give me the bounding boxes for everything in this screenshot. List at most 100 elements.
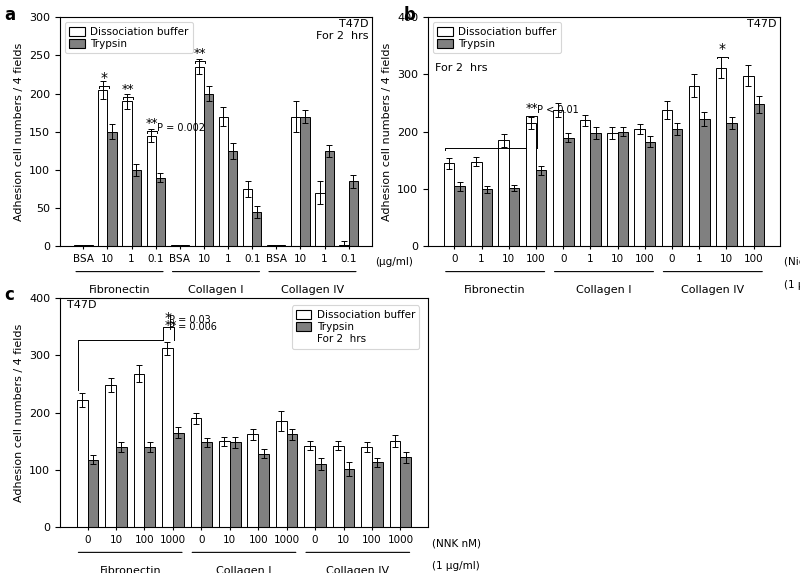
Bar	[247, 434, 258, 527]
Bar	[390, 441, 401, 527]
Text: a: a	[4, 6, 15, 23]
Bar	[87, 460, 98, 527]
Bar	[258, 454, 269, 527]
Bar	[173, 433, 184, 527]
Text: Fibronectin: Fibronectin	[464, 285, 526, 295]
Bar	[146, 136, 156, 246]
Bar	[170, 245, 180, 246]
Text: (μg/ml): (μg/ml)	[375, 257, 413, 268]
Bar	[105, 385, 116, 527]
Text: Fibronectin: Fibronectin	[99, 566, 161, 573]
Bar	[482, 189, 492, 246]
Bar	[754, 104, 764, 246]
Bar	[536, 170, 546, 246]
Bar	[194, 67, 204, 246]
Text: T47D
For 2  hrs: T47D For 2 hrs	[316, 19, 369, 41]
Bar	[83, 245, 93, 246]
Text: (1 μg/ml): (1 μg/ml)	[432, 561, 479, 571]
Bar	[689, 86, 699, 246]
Text: **: **	[194, 47, 206, 60]
Bar	[252, 212, 262, 246]
Bar	[362, 447, 372, 527]
Bar	[286, 434, 298, 527]
Bar	[267, 245, 276, 246]
Bar	[526, 123, 536, 246]
Bar	[156, 178, 165, 246]
Bar	[325, 151, 334, 246]
Text: Fibronectin: Fibronectin	[89, 285, 150, 295]
Text: For 2  hrs: For 2 hrs	[435, 63, 487, 73]
Text: P < 0.01: P < 0.01	[538, 105, 579, 115]
Y-axis label: Adhesion cell numbers / 4 fields: Adhesion cell numbers / 4 fields	[382, 42, 391, 221]
Text: (NNK nM): (NNK nM)	[432, 538, 481, 548]
Y-axis label: Adhesion cell numbers / 4 fields: Adhesion cell numbers / 4 fields	[14, 323, 23, 502]
Text: *: *	[719, 42, 726, 56]
Bar	[219, 116, 228, 246]
Bar	[662, 110, 672, 246]
Legend: Dissociation buffer, Trypsin, For 2  hrs: Dissociation buffer, Trypsin, For 2 hrs	[291, 305, 419, 348]
Text: (1 μg/ml): (1 μg/ml)	[783, 280, 800, 291]
Bar	[131, 170, 141, 246]
Bar	[672, 129, 682, 246]
Bar	[276, 421, 286, 527]
Bar	[134, 374, 145, 527]
Bar	[509, 188, 519, 246]
Text: P = 0.002: P = 0.002	[157, 123, 205, 134]
Bar	[454, 186, 465, 246]
Bar	[444, 163, 454, 246]
Bar	[343, 469, 354, 527]
Bar	[580, 120, 590, 246]
Bar	[401, 457, 411, 527]
Bar	[107, 132, 117, 246]
Bar	[315, 193, 325, 246]
Bar	[301, 116, 310, 246]
Bar	[498, 140, 509, 246]
Bar	[304, 446, 315, 527]
Text: *: *	[100, 71, 107, 85]
Bar	[162, 348, 173, 527]
Bar	[333, 446, 343, 527]
Text: Collagen IV: Collagen IV	[326, 566, 390, 573]
Bar	[219, 441, 230, 527]
Text: Collagen I: Collagen I	[576, 285, 632, 295]
Bar	[276, 245, 286, 246]
Bar	[726, 123, 737, 246]
Bar	[372, 462, 383, 527]
Bar	[204, 93, 213, 246]
Text: Collagen I: Collagen I	[188, 285, 244, 295]
Text: P = 0.03: P = 0.03	[170, 315, 211, 325]
Bar	[315, 464, 326, 527]
Text: b: b	[404, 6, 416, 23]
Bar	[190, 418, 202, 527]
Bar	[699, 119, 710, 246]
Bar	[228, 151, 238, 246]
Text: **: **	[146, 117, 158, 130]
Bar	[122, 101, 131, 246]
Bar	[607, 133, 618, 246]
Bar	[716, 68, 726, 246]
Legend: Dissociation buffer, Trypsin: Dissociation buffer, Trypsin	[66, 22, 193, 53]
Text: c: c	[4, 286, 14, 304]
Bar	[77, 400, 87, 527]
Text: **: **	[122, 83, 134, 96]
Text: Collagen IV: Collagen IV	[682, 285, 745, 295]
Bar	[230, 442, 241, 527]
Bar	[553, 110, 563, 246]
Bar	[202, 442, 212, 527]
Text: T47D: T47D	[747, 19, 777, 29]
Bar	[243, 189, 252, 246]
Bar	[180, 245, 189, 246]
Bar	[618, 132, 628, 246]
Legend: Dissociation buffer, Trypsin: Dissociation buffer, Trypsin	[434, 22, 561, 53]
Bar	[145, 447, 155, 527]
Bar	[339, 245, 349, 246]
Bar	[74, 245, 83, 246]
Text: **: **	[526, 102, 538, 115]
Bar	[116, 447, 126, 527]
Bar	[634, 129, 645, 246]
Bar	[98, 90, 107, 246]
Bar	[563, 138, 574, 246]
Bar	[743, 76, 754, 246]
Y-axis label: Adhesion cell numbers / 4 fields: Adhesion cell numbers / 4 fields	[14, 42, 23, 221]
Bar	[291, 116, 301, 246]
